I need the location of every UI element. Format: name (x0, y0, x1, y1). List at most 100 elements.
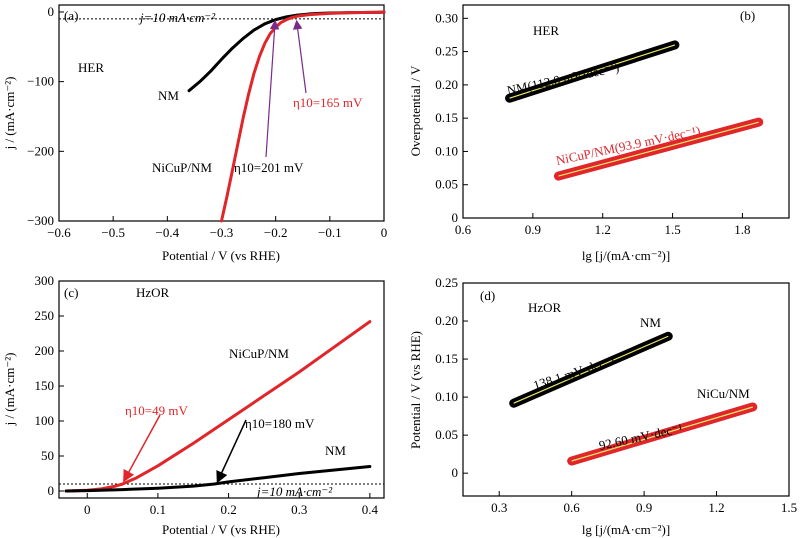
panel-b-ticks: 0.6 0.9 1.2 1.5 1.8 0 0.05 0.10 0.15 0.20 0.25 0.30 (435, 10, 750, 237)
fit-line (513, 335, 669, 404)
x-tick-label: 1.8 (734, 222, 750, 237)
x-tick-label: 0.9 (636, 500, 652, 515)
panel-c: 0 0.1 0.2 0.3 0.4 0 50 100 150 200 250 300 (c) HzOR… (2, 273, 385, 537)
panel-a-eta-black: η10=201 mV (234, 160, 304, 175)
panel-c-label: (c) (64, 285, 78, 300)
x-tick-label: −0.6 (47, 225, 71, 240)
panel-d-ylabel: Potential / V (vs RHE) (408, 331, 423, 449)
panel-d-ticks: 0.3 0.6 0.9 1.2 1.5 0 0.05 0.10 0.15 0.20 0.25 (435, 275, 797, 515)
panel-b-xlabel: lg [j/(mA·cm⁻²)] (582, 248, 670, 263)
y-tick-label: 150 (35, 378, 55, 393)
y-tick-label: 0.15 (435, 351, 458, 366)
y-tick-label: 0.10 (435, 143, 458, 158)
y-tick-label: 0.20 (435, 313, 458, 328)
panel-b-label: (b) (740, 8, 755, 23)
panel-a-ref-label: j=10 mA·cm⁻² (138, 10, 216, 25)
panel-c-ylabel: j / (mA·cm⁻²) (2, 353, 17, 427)
panel-d-slope-black: 138.1 mV·dec⁻¹ (531, 352, 617, 393)
x-tick-label: 0.1 (150, 502, 166, 517)
panel-b: 0.6 0.9 1.2 1.5 1.8 0 0.05 0.10 0.15 0.20 0.25 0.30… (408, 4, 790, 263)
panel-a-series (59, 10, 386, 223)
y-tick-label: 0.25 (435, 44, 458, 59)
panel-c-ref-label: j=10 mA·cm⁻² (255, 484, 333, 499)
y-tick-label: 0 (48, 4, 55, 19)
x-tick-label: −0.4 (156, 225, 180, 240)
y-tick-label: 300 (35, 273, 55, 288)
y-tick-label: 0 (48, 483, 55, 498)
y-tick-label: 50 (41, 448, 54, 463)
y-tick-label: 0.25 (435, 275, 458, 290)
fit-line (509, 44, 676, 99)
y-tick-label: −100 (27, 74, 54, 89)
panel-a-ticks: −0.6 −0.5 −0.4 −0.3 −0.2 −0.1 0 −300 −200 −100 0 (27, 4, 387, 240)
panel-c-reaction: HzOR (136, 285, 170, 300)
y-tick-label: 0.05 (435, 427, 458, 442)
x-tick-label: 1.5 (664, 222, 680, 237)
eta-red-arrow (292, 19, 307, 94)
y-tick-label: 0.30 (435, 10, 458, 25)
x-tick-label: 0.6 (564, 500, 581, 515)
panel-a-nm-label: NM (158, 88, 179, 103)
x-tick-label: 0.3 (291, 502, 307, 517)
eta-red-arrow (123, 414, 161, 483)
panel-a-frame (58, 4, 385, 222)
series-line (64, 465, 372, 493)
x-tick-label: −0.3 (210, 225, 234, 240)
series-line (220, 10, 386, 223)
y-tick-label: 200 (35, 343, 55, 358)
panel-a-xlabel: Potential / V (vs RHE) (162, 248, 280, 263)
y-tick-label: 0 (452, 465, 459, 480)
panel-a-ylabel: j / (mA·cm⁻²) (2, 77, 17, 151)
x-tick-label: −0.1 (318, 225, 342, 240)
panel-a-eta-red: η10=165 mV (293, 95, 363, 110)
y-tick-label: 0.15 (435, 110, 458, 125)
y-tick-label: 0.05 (435, 177, 458, 192)
panel-a-reaction: HER (78, 60, 104, 75)
panel-c-frame (58, 280, 385, 499)
y-tick-label: 0.20 (435, 77, 458, 92)
x-tick-label: 0.2 (220, 502, 236, 517)
y-tick-label: −200 (27, 143, 54, 158)
x-tick-label: 0.4 (362, 502, 379, 517)
panel-a-label: (a) (64, 8, 78, 23)
panel-c-eta-black: η10=180 mV (245, 416, 315, 431)
eta-black-arrow (265, 19, 280, 158)
panel-b-nm-label: NM(112.0 mV·dec⁻¹) (506, 60, 621, 98)
panel-c-xlabel: Potential / V (vs RHE) (162, 522, 280, 537)
panel-b-reaction: HER (533, 23, 559, 38)
panel-d-slope-red: 92.60 mV·dec⁻¹ (598, 421, 684, 453)
panel-b-frame (462, 4, 790, 219)
panel-d-nm-label: NM (640, 315, 661, 330)
y-tick-label: 250 (35, 308, 55, 323)
panel-d-label: (d) (480, 288, 495, 303)
x-tick-label: −0.5 (101, 225, 125, 240)
panel-b-ylabel: Overpotential / V (408, 65, 423, 156)
eta-black-arrow (216, 419, 247, 484)
y-tick-label: 0.10 (435, 389, 458, 404)
x-tick-label: 0 (84, 502, 91, 517)
x-tick-label: 0 (381, 225, 388, 240)
panel-c-series (59, 320, 384, 493)
y-tick-label: −300 (27, 213, 54, 228)
panel-a: −0.6 −0.5 −0.4 −0.3 −0.2 −0.1 0 −300 −200 −100 0 (… (2, 4, 387, 263)
panel-b-series (505, 40, 764, 181)
panel-d-nicu-label: NiCu/NM (697, 386, 750, 401)
fit-line (558, 121, 759, 177)
x-tick-label: 0.6 (455, 222, 472, 237)
panel-a-nicup-label: NiCuP/NM (152, 160, 212, 175)
panel-d-xlabel: lg [j/(mA·cm⁻²)] (582, 522, 670, 537)
x-tick-label: 1.2 (708, 500, 724, 515)
panel-c-eta-red: η10=49 mV (125, 403, 188, 418)
panel-c-ticks: 0 0.1 0.2 0.3 0.4 0 50 100 150 200 250 300 (35, 273, 379, 517)
series-line (64, 320, 372, 493)
x-tick-label: 0.9 (525, 222, 541, 237)
x-tick-label: 1.2 (595, 222, 611, 237)
x-tick-label: −0.2 (264, 225, 288, 240)
panel-d: 0.3 0.6 0.9 1.2 1.5 0 0.05 0.10 0.15 0.20 0.25 (d)… (408, 275, 797, 537)
x-tick-label: 0.3 (491, 500, 507, 515)
y-tick-label: 0 (452, 210, 459, 225)
panel-c-nicup-label: NiCuP/NM (229, 346, 289, 361)
y-tick-label: 100 (35, 413, 55, 428)
panel-d-frame (462, 282, 790, 497)
panel-d-reaction: HzOR (528, 300, 562, 315)
